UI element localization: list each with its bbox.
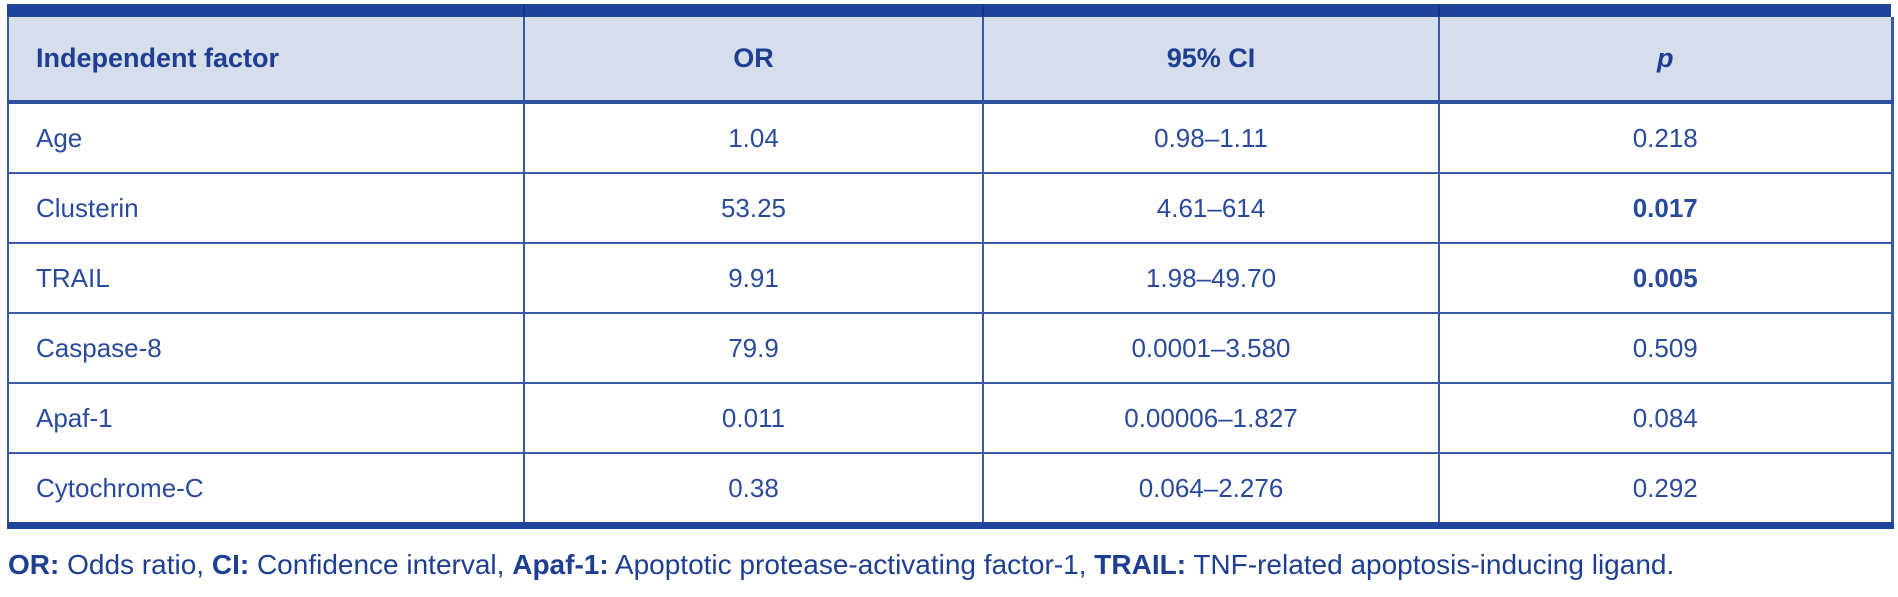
- or-cell: 1.04: [523, 102, 983, 173]
- table-row: Clusterin 53.25 4.61–614 0.017: [8, 172, 1892, 243]
- table-row: Age 1.04 0.98–1.11 0.218: [8, 102, 1892, 173]
- p-cell: 0.084: [1438, 382, 1892, 453]
- ci-cell: 0.98–1.11: [982, 102, 1439, 173]
- footnote-abbr-or: OR:: [8, 549, 60, 580]
- footnote-abbr-ci: CI:: [211, 549, 250, 580]
- top-bar-column-divider: [982, 4, 984, 17]
- footnote-text: Confidence interval,: [249, 549, 513, 580]
- table-footnote: OR: Odds ratio, CI: Confidence interval,…: [8, 547, 1888, 582]
- column-header-95ci: 95% CI: [982, 17, 1439, 104]
- table-top-accent-bar: [7, 4, 1891, 17]
- p-cell: 0.292: [1438, 452, 1892, 526]
- factor-cell: Caspase-8: [8, 312, 524, 383]
- p-cell: 0.218: [1438, 102, 1892, 173]
- results-table-container: Independent factor OR 95% CI p Age 1.04 …: [7, 4, 1894, 529]
- factor-cell: Apaf-1: [8, 382, 524, 453]
- table-row: TRAIL 9.91 1.98–49.70 0.005: [8, 242, 1892, 313]
- or-cell: 53.25: [523, 172, 983, 243]
- footnote-text: Apoptotic protease-activating factor-1,: [608, 549, 1095, 580]
- ci-cell: 0.064–2.276: [982, 452, 1439, 526]
- ci-cell: 4.61–614: [982, 172, 1439, 243]
- footnote-abbr-trail: TRAIL:: [1094, 549, 1187, 580]
- ci-cell: 0.00006–1.827: [982, 382, 1439, 453]
- p-cell: 0.509: [1438, 312, 1892, 383]
- table-row: Caspase-8 79.9 0.0001–3.580 0.509: [8, 312, 1892, 383]
- or-cell: 0.38: [523, 452, 983, 526]
- top-bar-column-divider: [1438, 4, 1440, 17]
- column-header-independent-factor: Independent factor: [8, 17, 524, 104]
- ci-cell: 0.0001–3.580: [982, 312, 1439, 383]
- p-cell: 0.005: [1438, 242, 1892, 313]
- table-header-row: Independent factor OR 95% CI p: [8, 17, 1892, 104]
- or-cell: 79.9: [523, 312, 983, 383]
- or-cell: 0.011: [523, 382, 983, 453]
- ci-cell: 1.98–49.70: [982, 242, 1439, 313]
- factor-cell: Age: [8, 102, 524, 173]
- table-row: Apaf-1 0.011 0.00006–1.827 0.084: [8, 382, 1892, 453]
- table-row: Cytochrome-C 0.38 0.064–2.276 0.292: [8, 452, 1892, 526]
- p-cell: 0.017: [1438, 172, 1892, 243]
- column-header-or: OR: [523, 17, 983, 104]
- factor-cell: TRAIL: [8, 242, 524, 313]
- or-cell: 9.91: [523, 242, 983, 313]
- top-bar-column-divider: [523, 4, 525, 17]
- factor-cell: Clusterin: [8, 172, 524, 243]
- footnote-abbr-apaf1: Apaf-1:: [512, 549, 609, 580]
- footnote-text: Odds ratio,: [59, 549, 212, 580]
- factor-cell: Cytochrome-C: [8, 452, 524, 526]
- column-header-p-value: p: [1438, 17, 1892, 104]
- regression-results-table: Independent factor OR 95% CI p Age 1.04 …: [7, 17, 1894, 529]
- footnote-text: TNF-related apoptosis-inducing ligand.: [1186, 549, 1675, 580]
